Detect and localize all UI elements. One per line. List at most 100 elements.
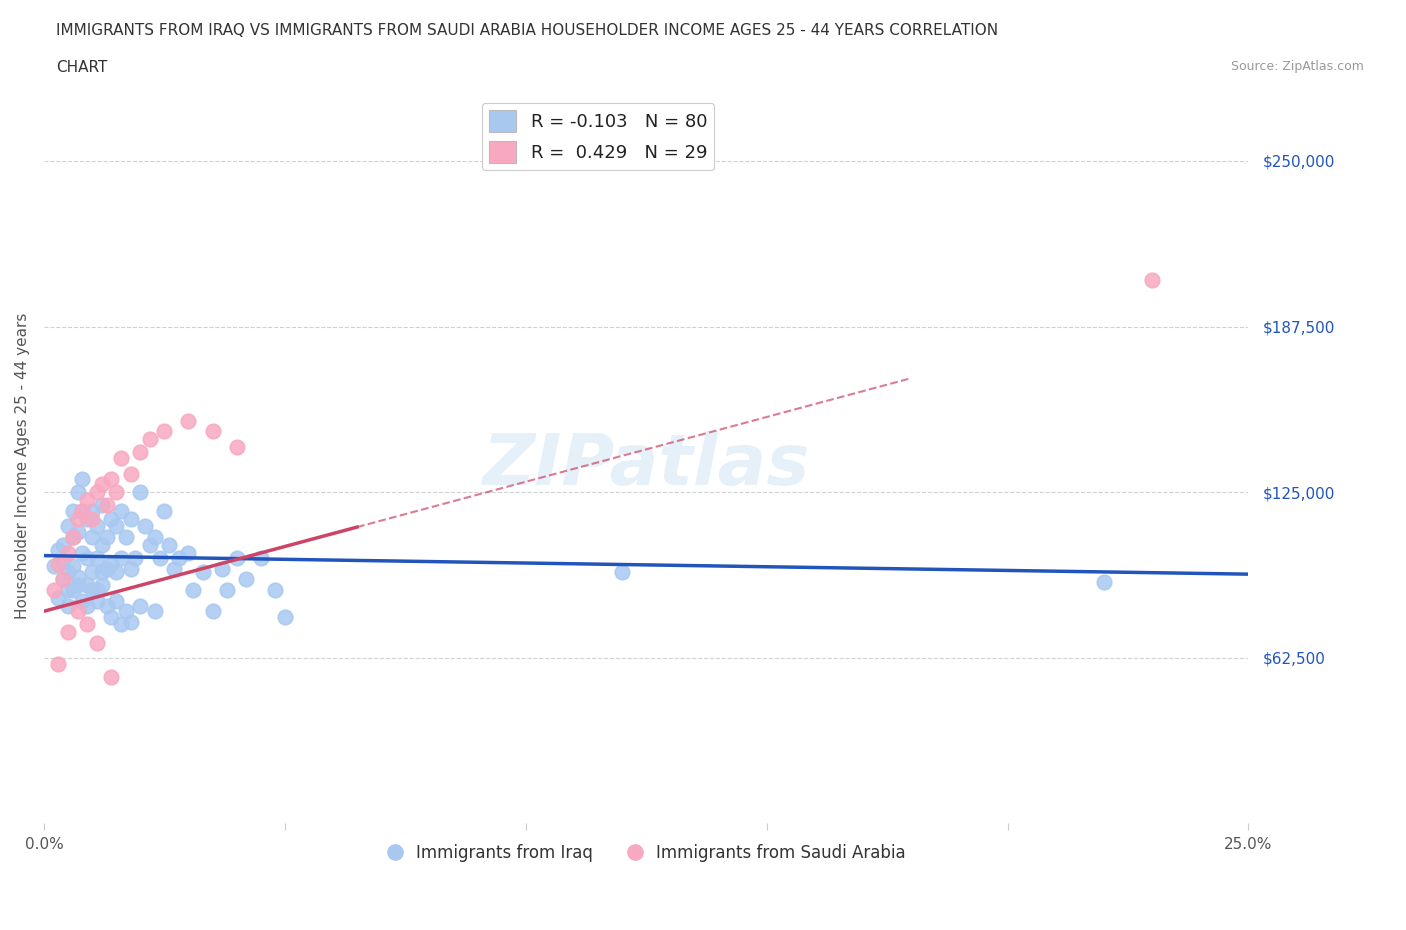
- Point: [100, 556, 122, 571]
- Y-axis label: Householder Income Ages 25 - 44 years: Householder Income Ages 25 - 44 years: [15, 312, 30, 618]
- Point: [110, 503, 132, 518]
- Point: [42, 559, 65, 574]
- Point: [120, 562, 142, 577]
- Point: [76, 512, 98, 526]
- Text: Source: ZipAtlas.com: Source: ZipAtlas.com: [1230, 60, 1364, 73]
- Point: [80, 582, 103, 597]
- Point: [264, 582, 287, 597]
- Point: [56, 565, 79, 579]
- Point: [100, 670, 122, 684]
- Point: [105, 593, 128, 608]
- Point: [177, 413, 200, 428]
- Point: [62, 559, 84, 574]
- Point: [90, 538, 112, 552]
- Point: [72, 503, 94, 518]
- Point: [181, 582, 204, 597]
- Point: [211, 562, 233, 577]
- Point: [72, 593, 94, 608]
- Point: [120, 615, 142, 630]
- Point: [46, 556, 69, 571]
- Point: [177, 546, 200, 561]
- Point: [76, 493, 98, 508]
- Point: [96, 599, 118, 614]
- Point: [129, 445, 152, 459]
- Point: [56, 519, 79, 534]
- Point: [114, 530, 136, 545]
- Point: [90, 477, 112, 492]
- Point: [66, 512, 89, 526]
- Point: [46, 591, 69, 605]
- Point: [100, 472, 122, 486]
- Point: [215, 582, 238, 597]
- Point: [56, 582, 79, 597]
- Point: [235, 572, 257, 587]
- Point: [52, 572, 75, 587]
- Point: [66, 569, 89, 584]
- Point: [143, 530, 166, 545]
- Point: [191, 565, 214, 579]
- Point: [56, 546, 79, 561]
- Text: ZIPatlas: ZIPatlas: [482, 432, 810, 500]
- Point: [225, 440, 247, 455]
- Point: [110, 450, 132, 465]
- Point: [139, 538, 162, 552]
- Point: [163, 562, 186, 577]
- Point: [90, 565, 112, 579]
- Point: [96, 530, 118, 545]
- Point: [167, 551, 190, 565]
- Point: [72, 546, 94, 561]
- Point: [610, 565, 633, 579]
- Point: [110, 617, 132, 631]
- Point: [86, 551, 108, 565]
- Point: [90, 498, 112, 512]
- Point: [110, 551, 132, 565]
- Point: [153, 424, 176, 439]
- Point: [66, 604, 89, 618]
- Point: [129, 599, 152, 614]
- Point: [86, 519, 108, 534]
- Point: [114, 604, 136, 618]
- Point: [80, 503, 103, 518]
- Point: [96, 498, 118, 512]
- Point: [124, 551, 146, 565]
- Point: [72, 472, 94, 486]
- Text: IMMIGRANTS FROM IRAQ VS IMMIGRANTS FROM SAUDI ARABIA HOUSEHOLDER INCOME AGES 25 : IMMIGRANTS FROM IRAQ VS IMMIGRANTS FROM …: [56, 23, 998, 38]
- Point: [86, 485, 108, 499]
- Point: [62, 503, 84, 518]
- Point: [105, 565, 128, 579]
- Point: [76, 617, 98, 631]
- Point: [72, 503, 94, 518]
- Point: [62, 530, 84, 545]
- Point: [1092, 575, 1115, 590]
- Point: [80, 512, 103, 526]
- Point: [56, 599, 79, 614]
- Point: [46, 657, 69, 671]
- Point: [100, 609, 122, 624]
- Point: [66, 525, 89, 539]
- Point: [225, 551, 247, 565]
- Point: [76, 551, 98, 565]
- Point: [76, 578, 98, 592]
- Point: [105, 519, 128, 534]
- Text: CHART: CHART: [56, 60, 108, 75]
- Point: [90, 578, 112, 592]
- Point: [100, 512, 122, 526]
- Point: [105, 485, 128, 499]
- Point: [62, 582, 84, 597]
- Point: [120, 466, 142, 481]
- Point: [139, 432, 162, 446]
- Point: [148, 551, 170, 565]
- Point: [86, 593, 108, 608]
- Point: [56, 625, 79, 640]
- Point: [52, 553, 75, 568]
- Point: [42, 582, 65, 597]
- Point: [96, 562, 118, 577]
- Point: [46, 543, 69, 558]
- Point: [80, 565, 103, 579]
- Point: [274, 609, 297, 624]
- Point: [52, 538, 75, 552]
- Point: [66, 485, 89, 499]
- Point: [120, 512, 142, 526]
- Point: [66, 578, 89, 592]
- Point: [157, 538, 180, 552]
